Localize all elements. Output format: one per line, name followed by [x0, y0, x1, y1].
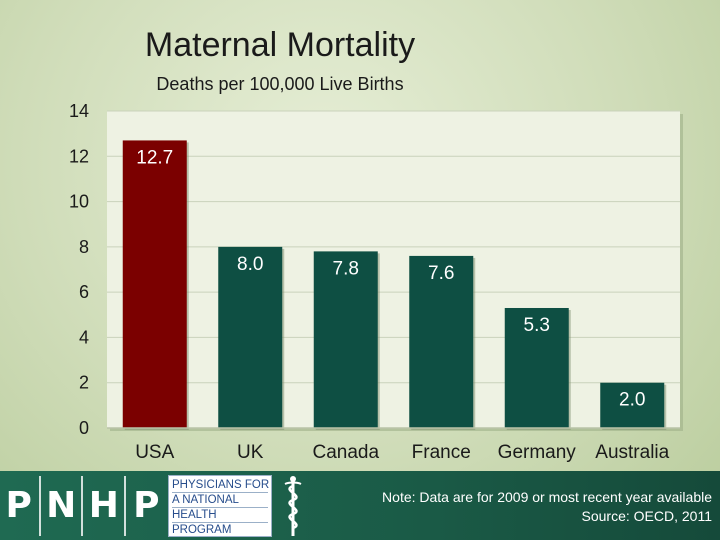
bar-value-label: 5.3	[524, 315, 550, 336]
bar-value-label: 7.8	[333, 258, 359, 279]
chart-subtitle: Deaths per 100,000 Live Births	[156, 74, 404, 94]
logo-letter-p1: P	[5, 485, 32, 526]
x-tick-label: Canada	[312, 442, 379, 463]
org-name-line: A NATIONAL	[172, 493, 268, 508]
x-tick-label: Germany	[498, 442, 577, 463]
org-name-line: PHYSICIANS FOR	[172, 479, 270, 493]
bar-value-label: 12.7	[136, 147, 173, 168]
x-tick-label: UK	[237, 442, 264, 463]
org-name-line: HEALTH	[172, 508, 268, 523]
y-tick-label: 4	[79, 327, 89, 347]
x-tick-label: USA	[135, 442, 174, 463]
y-tick-label: 0	[79, 418, 89, 438]
y-tick-label: 8	[79, 237, 89, 257]
note-line: Note: Data are for 2009 or most recent y…	[382, 489, 712, 505]
y-tick-label: 12	[69, 146, 89, 166]
bar-value-label: 7.6	[428, 263, 454, 284]
logo-separator	[81, 475, 84, 536]
plot-area	[107, 111, 680, 428]
pnhp-logo-letters: P N H P	[0, 471, 165, 540]
logo-separator	[124, 475, 127, 536]
bar	[122, 140, 187, 428]
source-note: Note: Data are for 2009 or most recent y…	[382, 488, 712, 526]
x-tick-label: Australia	[595, 442, 669, 463]
source-line: Source: OECD, 2011	[581, 508, 712, 524]
y-tick-label: 14	[69, 101, 89, 121]
chart-title: Maternal Mortality	[144, 26, 416, 64]
bar-chart: 0 2 4 6 8 10 12 14 12.7 USA 8.0 UK 7.8 Canada 7.6 Franc…	[69, 101, 683, 463]
y-tick-label: 2	[79, 373, 89, 393]
bar	[504, 307, 569, 428]
bar	[409, 255, 474, 428]
footer-banner: P N H P PHYSICIANS FOR A NATIONAL HEALTH…	[0, 471, 720, 540]
bar-value-label: 8.0	[237, 254, 263, 275]
bar	[313, 251, 378, 428]
bar	[218, 246, 283, 428]
bar	[600, 382, 665, 428]
logo-letter-h: H	[88, 485, 119, 526]
logo-letter-p2: P	[133, 485, 160, 526]
x-tick-label: France	[412, 442, 471, 463]
logo-separator	[38, 475, 41, 536]
bar-value-label: 2.0	[619, 390, 645, 411]
org-name-line: PROGRAM	[172, 524, 232, 536]
caduceus-icon	[284, 476, 302, 536]
y-tick-label: 10	[69, 192, 89, 212]
org-name-box: PHYSICIANS FOR A NATIONAL HEALTH PROGRAM	[168, 475, 272, 537]
logo-letter-n: N	[46, 485, 77, 526]
y-tick-label: 6	[79, 282, 89, 302]
